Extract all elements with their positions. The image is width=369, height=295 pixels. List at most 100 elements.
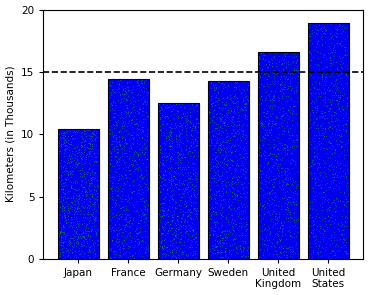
- Point: [266, 226, 272, 230]
- Point: [77, 140, 83, 145]
- Point: [284, 245, 290, 250]
- Point: [108, 84, 114, 89]
- Point: [193, 235, 199, 240]
- Point: [163, 245, 169, 250]
- Point: [214, 168, 220, 172]
- Point: [184, 122, 190, 127]
- Point: [332, 32, 338, 37]
- Point: [332, 49, 338, 54]
- Point: [263, 115, 269, 120]
- Point: [258, 94, 264, 99]
- Point: [157, 143, 163, 148]
- Point: [331, 110, 337, 114]
- Point: [263, 76, 269, 81]
- Point: [245, 251, 251, 256]
- Point: [264, 210, 270, 214]
- Point: [137, 165, 142, 170]
- Point: [77, 212, 83, 216]
- Point: [289, 145, 295, 150]
- Point: [140, 106, 146, 110]
- Point: [143, 157, 149, 161]
- Point: [240, 163, 246, 167]
- Point: [86, 136, 92, 140]
- Point: [313, 243, 319, 248]
- Point: [325, 200, 331, 204]
- Point: [90, 183, 96, 188]
- Point: [335, 85, 341, 89]
- Point: [137, 240, 142, 245]
- Point: [159, 151, 165, 156]
- Point: [186, 176, 192, 181]
- Point: [170, 217, 176, 222]
- Point: [295, 184, 301, 189]
- Point: [177, 207, 183, 212]
- Point: [59, 234, 65, 239]
- Point: [170, 197, 176, 202]
- Point: [175, 245, 180, 250]
- Point: [258, 82, 264, 86]
- Point: [127, 172, 132, 176]
- Point: [166, 180, 172, 184]
- Point: [342, 25, 348, 30]
- Point: [179, 114, 185, 119]
- Point: [284, 130, 290, 134]
- Point: [136, 242, 142, 246]
- Point: [284, 197, 290, 201]
- Point: [265, 83, 270, 88]
- Point: [209, 205, 215, 209]
- Point: [157, 108, 163, 113]
- Point: [125, 120, 131, 125]
- Point: [127, 111, 132, 116]
- Point: [314, 212, 320, 216]
- Point: [317, 240, 323, 244]
- Point: [331, 235, 337, 240]
- Point: [326, 163, 332, 168]
- Point: [123, 127, 128, 132]
- Point: [131, 104, 137, 109]
- Point: [188, 193, 194, 198]
- Point: [223, 232, 228, 236]
- Point: [310, 75, 316, 80]
- Point: [136, 212, 142, 217]
- Point: [285, 216, 291, 220]
- Point: [344, 251, 350, 256]
- Point: [231, 191, 237, 196]
- Point: [279, 227, 284, 232]
- Point: [228, 156, 234, 161]
- Point: [165, 231, 171, 235]
- Point: [293, 144, 299, 149]
- Point: [87, 137, 93, 142]
- Point: [192, 176, 198, 180]
- Point: [231, 206, 237, 210]
- Point: [111, 122, 117, 127]
- Point: [176, 124, 182, 129]
- Point: [314, 116, 320, 121]
- Point: [192, 173, 198, 177]
- Point: [267, 103, 273, 108]
- Point: [215, 241, 221, 245]
- Point: [292, 210, 297, 215]
- Point: [283, 237, 289, 242]
- Point: [120, 135, 126, 140]
- Point: [213, 164, 218, 169]
- Point: [230, 115, 235, 119]
- Point: [207, 231, 213, 236]
- Point: [223, 248, 229, 253]
- Point: [215, 249, 221, 254]
- Point: [179, 149, 185, 154]
- Point: [208, 142, 214, 147]
- Point: [327, 55, 333, 60]
- Point: [141, 141, 146, 146]
- Point: [345, 170, 351, 175]
- Point: [332, 129, 338, 133]
- Point: [224, 87, 230, 92]
- Point: [289, 123, 295, 128]
- Point: [235, 163, 241, 168]
- Point: [137, 225, 143, 230]
- Point: [225, 199, 231, 204]
- Point: [222, 254, 228, 259]
- Point: [328, 205, 334, 209]
- Point: [322, 196, 328, 201]
- Point: [214, 136, 220, 140]
- Point: [323, 145, 329, 150]
